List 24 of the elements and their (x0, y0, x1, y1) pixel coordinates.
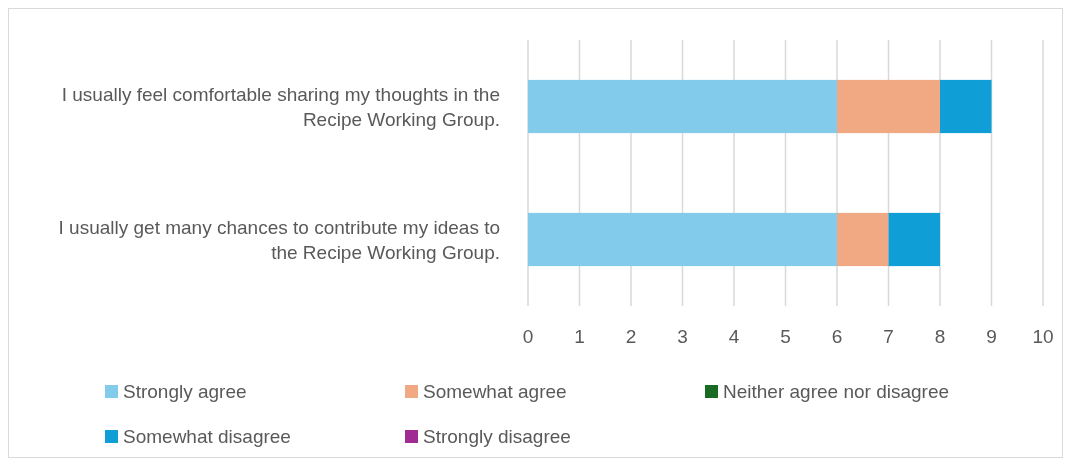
x-tick-label: 9 (986, 326, 997, 347)
legend-label: Neither agree nor disagree (723, 381, 950, 402)
x-tick-label: 7 (883, 326, 894, 347)
x-tick-label: 1 (574, 326, 585, 347)
bar (837, 212, 889, 267)
bar (888, 212, 940, 267)
bar (528, 79, 837, 134)
x-tick-label: 5 (780, 326, 791, 347)
x-tick-label: 3 (677, 326, 688, 347)
y-tick-label: I usually get many chances to contribute my ideas to the Recipe Working Group. (58, 217, 500, 263)
x-tick-label: 8 (934, 326, 946, 347)
x-tick-label: 4 (728, 326, 740, 347)
legend-label: Strongly disagree (423, 426, 571, 447)
x-tick-label: 10 (1032, 326, 1054, 347)
bar (837, 79, 940, 134)
bar (940, 79, 992, 134)
x-tick-label: 2 (625, 326, 637, 347)
y-tick-label: I usually feel comfortable sharing my thoughts in the Recipe Working Group. (61, 84, 500, 130)
legend-label: Strongly agree (123, 381, 247, 402)
x-tick-label: 6 (831, 326, 843, 347)
bar (528, 212, 837, 267)
x-tick-label: 0 (522, 326, 534, 347)
legend-label: Somewhat agree (423, 381, 567, 402)
legend-label: Somewhat disagree (123, 426, 291, 447)
